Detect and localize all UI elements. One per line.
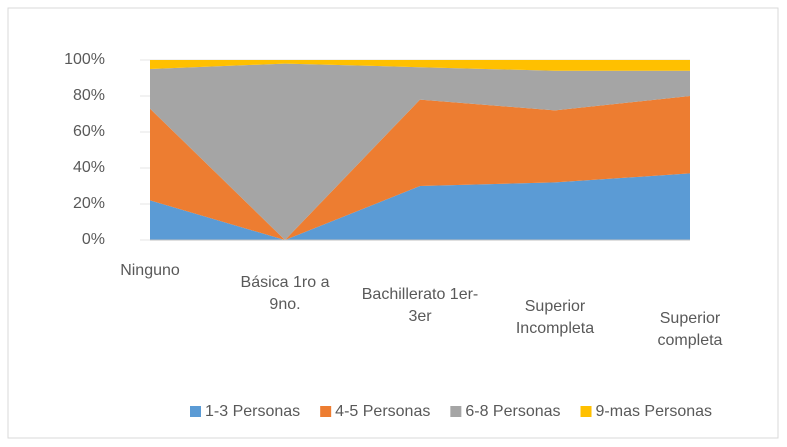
legend-label: 1-3 Personas (205, 403, 300, 420)
area (150, 96, 690, 240)
y-tick-label: 60% (73, 123, 105, 140)
y-tick-label: 80% (73, 87, 105, 104)
legend-swatch (190, 406, 201, 417)
y-tick-label: 0% (82, 231, 105, 248)
legend-label: 6-8 Personas (465, 403, 560, 420)
x-tick-label: Ninguno (120, 262, 180, 279)
y-tick-label: 40% (73, 159, 105, 176)
x-tick-label: Superior Incompleta (515, 298, 595, 337)
y-tick-label: 20% (73, 195, 105, 212)
area (150, 63, 690, 240)
x-tick-label: Básica 1ro a 9no. (240, 274, 330, 313)
x-tick-label: Superior completa (657, 310, 723, 349)
x-tick-label: Bachillerato 1er-3er (361, 286, 479, 325)
legend-label: 9-mas Personas (596, 403, 713, 420)
area (150, 60, 690, 71)
legend-swatch (580, 406, 592, 417)
legend-swatch (450, 406, 462, 417)
y-tick-label: 100% (64, 51, 105, 68)
area (150, 173, 690, 240)
legend-swatch (320, 406, 332, 417)
legend-label: 4-5 Personas (335, 403, 430, 420)
